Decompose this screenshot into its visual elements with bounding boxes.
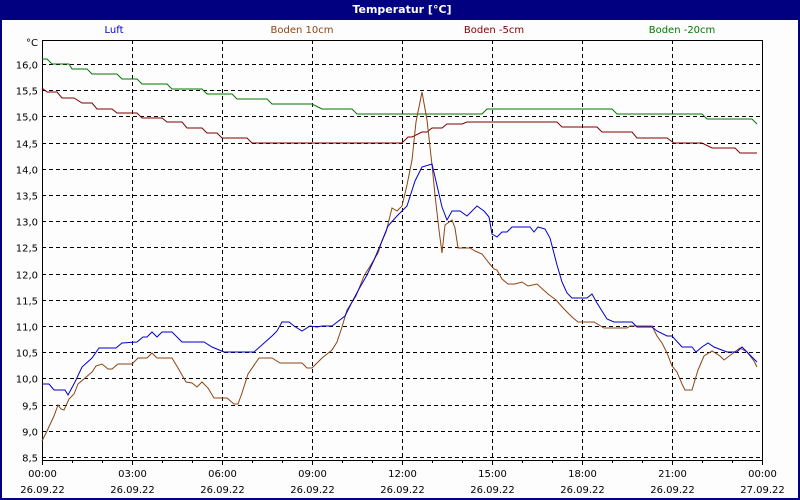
x-tick-time: 18:00 [568, 469, 597, 480]
x-tick-time: 03:00 [118, 469, 147, 480]
y-tick-label: 13,0 [16, 218, 38, 229]
x-tick-date: 27.09.22 [740, 485, 785, 496]
legend-luft: Luft [104, 25, 124, 36]
legend-boden-5cm: Boden -5cm [463, 25, 525, 36]
x-tick-date: 26.09.22 [650, 485, 695, 496]
x-tick-time: 00:00 [28, 469, 57, 480]
x-tick-time: 00:00 [748, 469, 777, 480]
y-tick-label: 11,0 [16, 323, 38, 334]
x-tick-date: 26.09.22 [290, 485, 335, 496]
x-tick-date: 26.09.22 [560, 485, 605, 496]
series-line-boden-10cm [41, 91, 758, 442]
x-tick-date: 26.09.22 [110, 485, 155, 496]
y-axis-unit: °C [26, 38, 38, 49]
y-tick-label: 12,0 [16, 271, 38, 282]
y-tick-label: 9,0 [22, 428, 38, 439]
x-tick-date: 26.09.22 [200, 485, 245, 496]
x-tick-date: 26.09.22 [20, 485, 65, 496]
y-tick-label: 11,5 [16, 297, 38, 308]
y-tick-label: 14,5 [16, 140, 38, 151]
x-tick-date: 26.09.22 [470, 485, 515, 496]
y-tick-label: 10,0 [16, 375, 38, 386]
x-tick-time: 09:00 [298, 469, 327, 480]
series-line-boden-20cm [42, 58, 758, 125]
y-tick-label: 10,5 [16, 349, 38, 360]
x-tick-time: 12:00 [388, 469, 417, 480]
series-line-luft [42, 163, 758, 397]
y-tick-label: 12,5 [16, 244, 38, 255]
x-tick-time: 06:00 [208, 469, 237, 480]
y-tick-label: 13,5 [16, 192, 38, 203]
y-tick-label: 16,0 [16, 61, 38, 72]
x-tick-time: 15:00 [478, 469, 507, 480]
window-title: Temperatur [°C] [2, 0, 800, 20]
series-line-boden-5cm [41, 87, 757, 154]
x-tick-date: 26.09.22 [380, 485, 425, 496]
legend-boden-20cm: Boden -20cm [648, 25, 716, 36]
y-tick-label: 15,0 [16, 113, 38, 124]
x-tick-time: 21:00 [658, 469, 687, 480]
y-tick-label: 9,5 [22, 402, 38, 413]
y-tick-label: 14,0 [16, 166, 38, 177]
y-tick-label: 8,5 [22, 454, 38, 465]
plot-frame [42, 40, 763, 461]
y-tick-label: 15,5 [16, 87, 38, 98]
legend-boden-10cm: Boden 10cm [270, 25, 334, 36]
